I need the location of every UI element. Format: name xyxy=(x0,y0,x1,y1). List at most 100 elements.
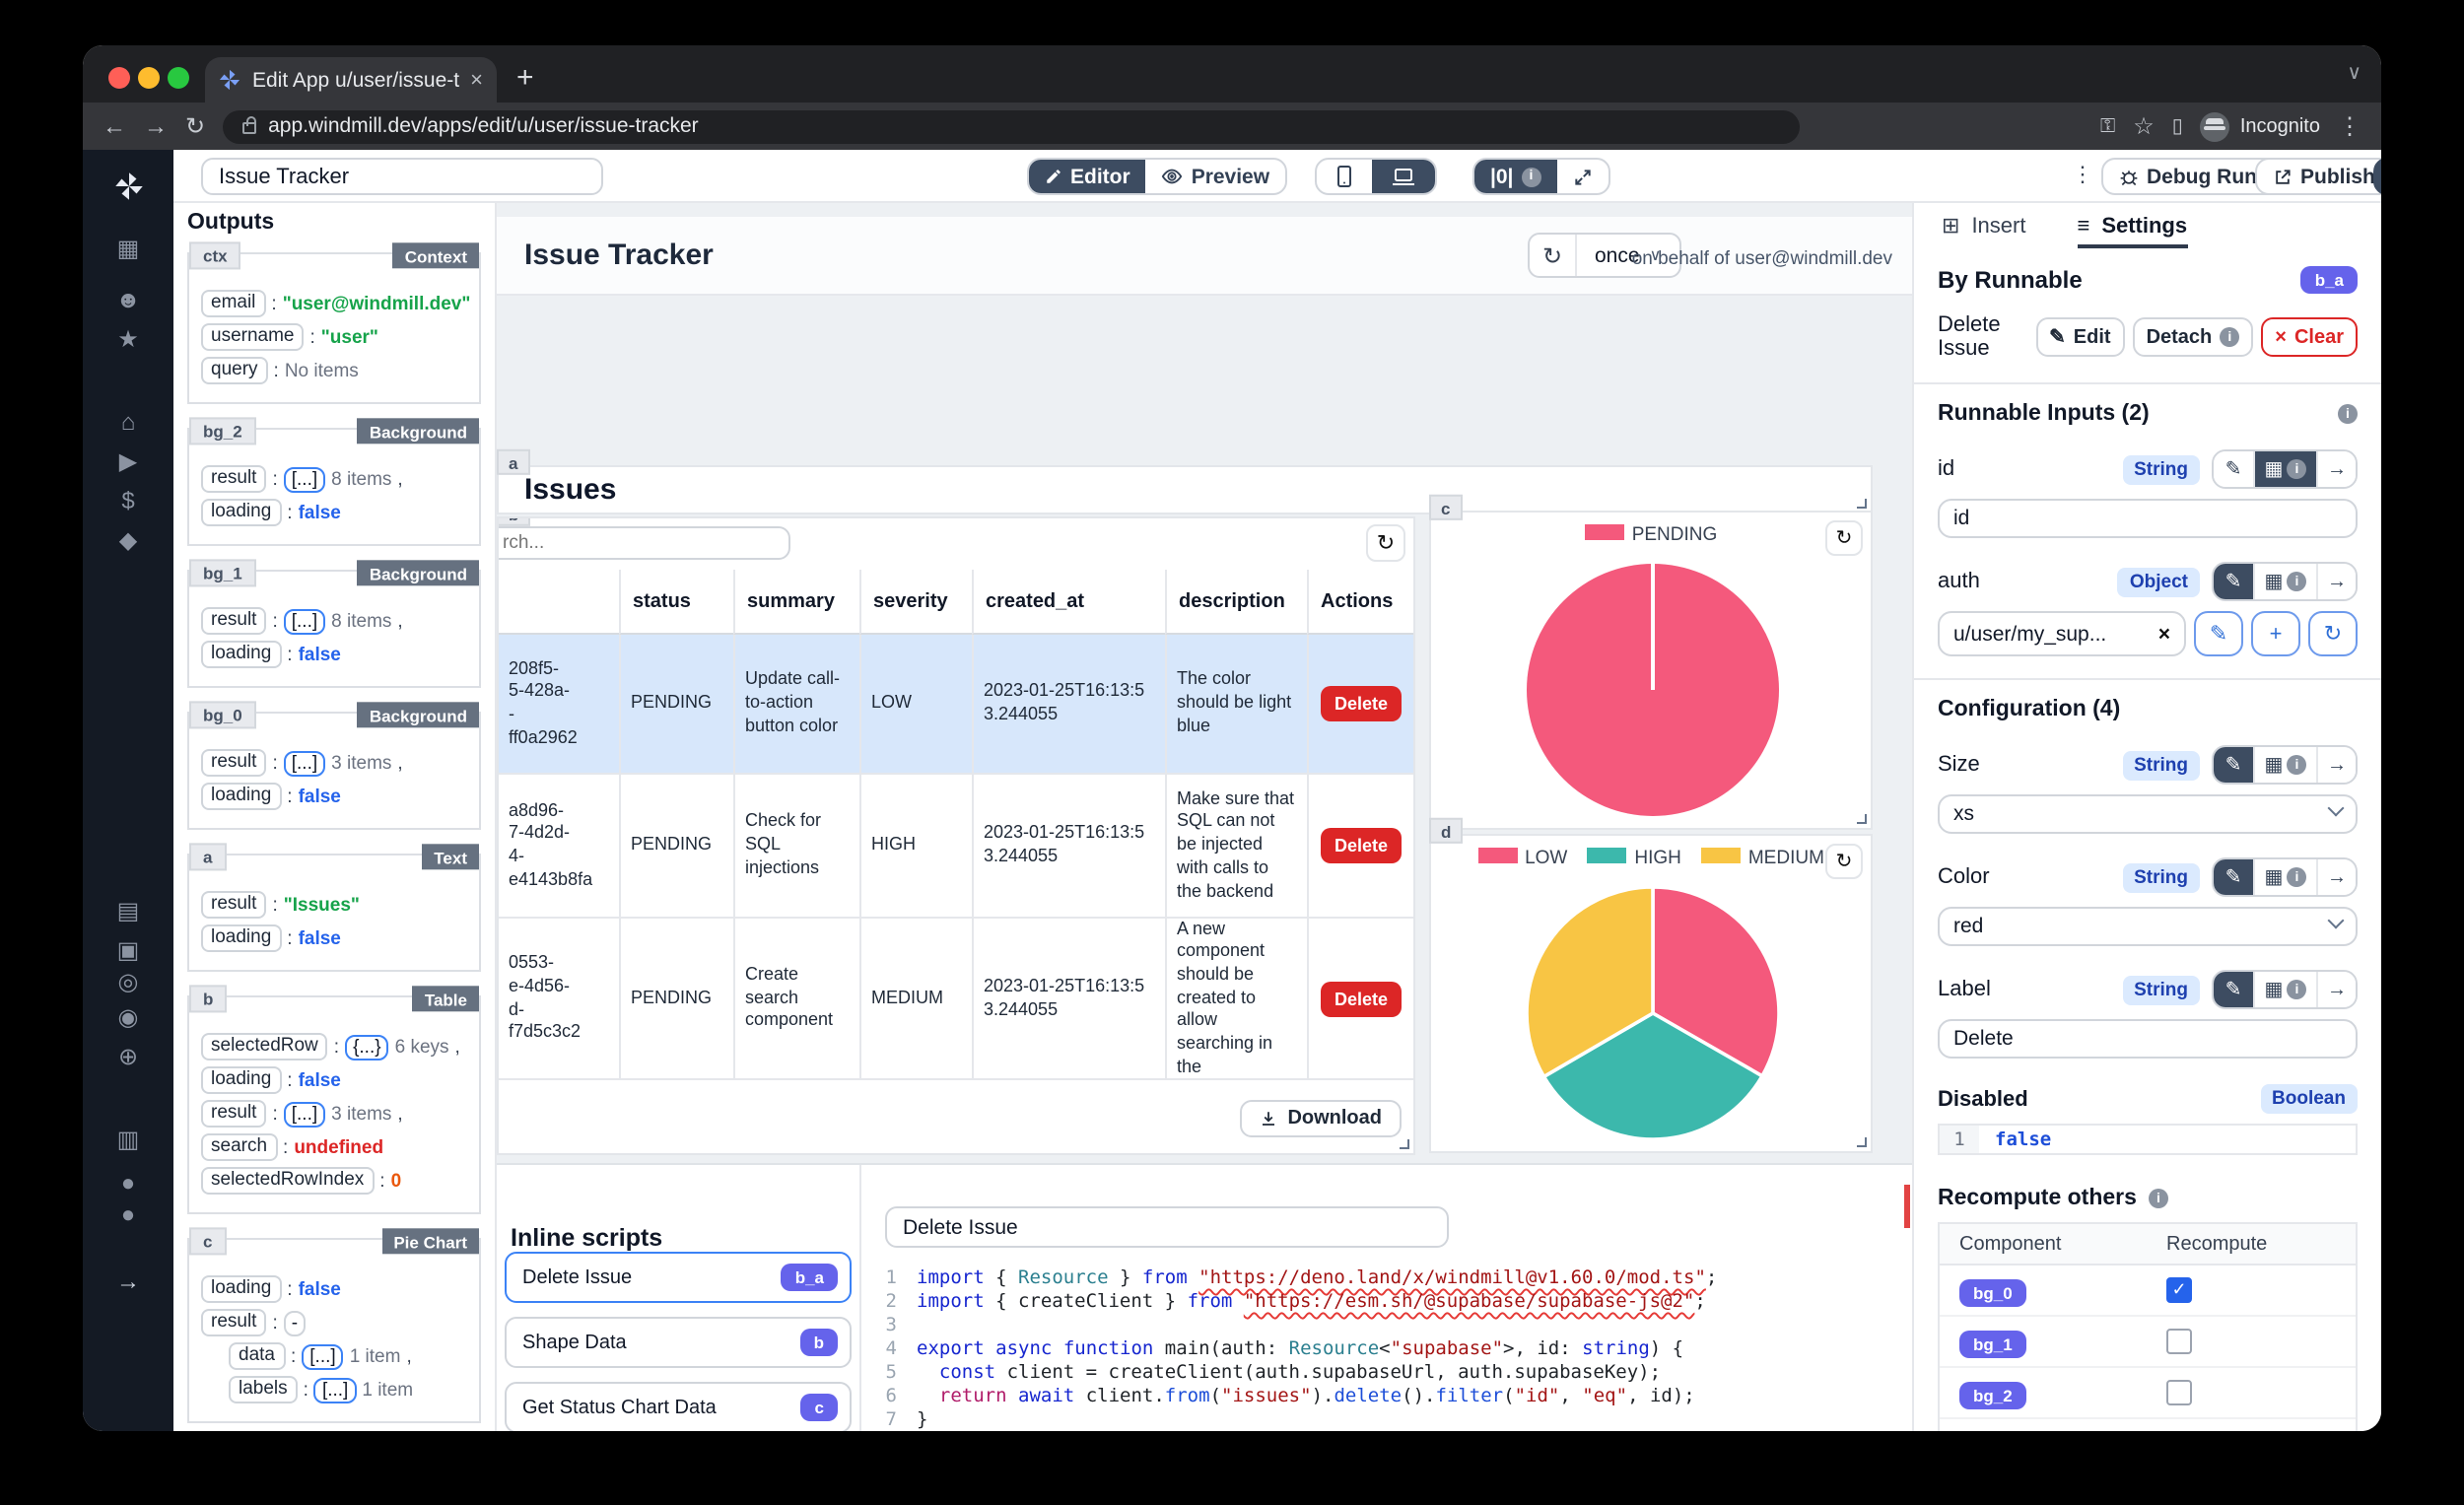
folders-icon[interactable]: ▣ xyxy=(116,936,140,964)
schedules-calendar-icon[interactable]: ▤ xyxy=(116,897,140,924)
eval-arrow-icon[interactable]: → xyxy=(2316,859,2356,895)
output-collapsed-chip[interactable]: - xyxy=(283,1310,307,1335)
output-card[interactable]: bg_2 Background result: [...] 8 items, loadin… xyxy=(187,417,481,546)
disabled-expression-editor[interactable]: 1 false xyxy=(1938,1124,2358,1155)
eval-arrow-icon[interactable]: → xyxy=(2316,972,2356,1007)
connect-grid-icon[interactable]: ▦ i xyxy=(2253,972,2316,1007)
output-key[interactable]: search xyxy=(201,1133,278,1161)
connect-grid-icon[interactable]: ▦ i xyxy=(2253,747,2316,783)
browser-menu-icon[interactable]: ⋮ xyxy=(2338,112,2361,140)
table-row[interactable]: 0553- e-4d56- d-f7d5c3c2 PENDING Create sear… xyxy=(499,919,1413,1080)
password-key-icon[interactable]: ⚿ xyxy=(2100,115,2116,137)
text-component[interactable]: a Issues xyxy=(497,448,1873,514)
legend-item[interactable]: HIGH xyxy=(1587,848,1681,869)
output-key[interactable]: email xyxy=(201,290,266,317)
pie-chart-severity[interactable]: d LOW HIGH MEDIUM ↻ xyxy=(1429,817,1873,1153)
eval-arrow-icon[interactable]: → xyxy=(2316,451,2356,487)
favorites-star-icon[interactable]: ★ xyxy=(117,325,139,353)
pie-slice[interactable] xyxy=(1651,885,1781,1079)
edit-button[interactable]: ✎ Edit xyxy=(2035,317,2125,357)
output-key[interactable]: result xyxy=(201,465,267,493)
eval-arrow-icon[interactable]: → xyxy=(2316,747,2356,783)
inline-script-item[interactable]: Get Status Chart Data c xyxy=(505,1382,852,1431)
table-column-header[interactable]: summary xyxy=(733,570,859,635)
resources-icon[interactable]: ◆ xyxy=(118,526,138,554)
delete-button[interactable]: Delete xyxy=(1320,828,1402,863)
table-column-header[interactable] xyxy=(499,570,619,635)
inline-script-item[interactable]: Shape Data b xyxy=(505,1317,852,1368)
static-pencil-icon[interactable]: ✎ xyxy=(2214,564,2253,599)
clear-resource-icon[interactable]: × xyxy=(2157,622,2170,646)
recompute-checkbox[interactable] xyxy=(2166,1380,2192,1405)
output-key[interactable]: selectedRow xyxy=(201,1033,328,1060)
output-collapsed-chip[interactable]: [...] xyxy=(283,466,326,492)
output-collapsed-chip[interactable]: [...] xyxy=(302,1343,344,1369)
output-key[interactable]: result xyxy=(201,749,267,777)
github-icon[interactable]: ● xyxy=(120,1200,136,1228)
collapse-arrow-icon[interactable]: → xyxy=(116,1267,140,1295)
output-key[interactable]: loading xyxy=(201,641,282,668)
table-column-header[interactable]: status xyxy=(619,570,733,635)
output-key[interactable]: result xyxy=(201,607,267,635)
table-row[interactable]: a8d96- 7-4d2d- 4- e4143b8fa PENDING Check for… xyxy=(499,775,1413,919)
address-field[interactable]: app.windmill.dev/apps/edit/u/user/issue-… xyxy=(223,109,1801,143)
refresh-resource-icon[interactable]: ↻ xyxy=(2308,611,2358,656)
output-key[interactable]: result xyxy=(201,1309,267,1336)
table-column-header[interactable]: Actions xyxy=(1307,570,1413,635)
fullscreen-button[interactable] xyxy=(1556,160,1608,193)
bookmark-star-icon[interactable]: ☆ xyxy=(2133,112,2155,140)
output-card[interactable]: b Table selectedRow: {...} 6 keys, loading: fa… xyxy=(187,985,481,1214)
pie-refresh-icon[interactable]: ↻ xyxy=(1825,520,1863,556)
resize-handle[interactable] xyxy=(1857,499,1867,509)
incognito-chip[interactable]: Incognito xyxy=(2200,111,2320,141)
legend-item[interactable]: MEDIUM xyxy=(1700,848,1824,869)
output-card[interactable]: c Pie Chart loading: false result: - data: [...… xyxy=(187,1227,481,1423)
refresh-icon[interactable]: ↻ xyxy=(1530,235,1577,276)
runs-play-icon[interactable]: ▶ xyxy=(118,447,138,475)
tab-close-icon[interactable]: × xyxy=(470,68,483,92)
output-collapsed-chip[interactable]: [...] xyxy=(283,608,326,634)
output-collapsed-chip[interactable]: [...] xyxy=(313,1377,357,1402)
output-card[interactable]: bg_1 Background result: [...] 8 items, loadin… xyxy=(187,559,481,688)
static-pencil-icon[interactable]: ✎ xyxy=(2214,859,2253,895)
size-select[interactable] xyxy=(1938,794,2358,834)
detach-button[interactable]: Detach i xyxy=(2132,317,2254,357)
tab-settings[interactable]: ≡ Settings xyxy=(2077,203,2188,248)
connect-grid-icon[interactable]: ▦ i xyxy=(2253,451,2316,487)
output-key[interactable]: result xyxy=(201,1100,267,1128)
browser-tab[interactable]: Edit App u/user/issue-tracker | × xyxy=(205,57,497,103)
recompute-checkbox[interactable]: ✓ xyxy=(2166,1277,2192,1303)
schedule-dropdown[interactable]: once ∨ xyxy=(1595,243,1662,267)
workers-globe-icon[interactable]: ⊕ xyxy=(117,1043,139,1070)
pie-chart-status[interactable]: c PENDING ↻ xyxy=(1429,494,1873,830)
docs-book-icon[interactable]: ▥ xyxy=(116,1126,140,1153)
resize-handle[interactable] xyxy=(1400,1139,1409,1149)
output-key[interactable]: selectedRowIndex xyxy=(201,1167,375,1195)
side-panel-icon[interactable]: ▯ xyxy=(2171,115,2183,137)
user-icon[interactable]: ☻ xyxy=(115,286,141,313)
tab-search-chevron-icon[interactable]: ∨ xyxy=(2347,63,2361,85)
output-card[interactable]: ctx Context email: "user@windmill.dev" usern… xyxy=(187,241,481,404)
new-tab-icon[interactable]: + xyxy=(516,61,534,95)
variables-dollar-icon[interactable]: $ xyxy=(121,487,135,514)
publish-button[interactable]: Publish xyxy=(2255,158,2381,195)
output-key[interactable]: loading xyxy=(201,1066,282,1094)
output-collapsed-chip[interactable]: {...} xyxy=(345,1034,389,1060)
id-value-input[interactable] xyxy=(1938,499,2358,538)
reload-icon[interactable]: ↻ xyxy=(185,112,206,140)
debug-runs-button[interactable]: Debug Runs xyxy=(2101,158,2287,195)
color-select[interactable] xyxy=(1938,907,2358,946)
maximize-window-button[interactable] xyxy=(168,67,189,89)
output-collapsed-chip[interactable]: [...] xyxy=(283,1101,326,1127)
groups-icon[interactable]: ◎ xyxy=(117,968,139,995)
output-key[interactable]: query xyxy=(201,357,268,384)
table-column-header[interactable]: description xyxy=(1165,570,1307,635)
output-card[interactable]: bg_0 Background result: [...] 3 items, loadin… xyxy=(187,701,481,830)
eval-arrow-icon[interactable]: → xyxy=(2316,564,2356,599)
apps-grid-icon[interactable]: ▦ xyxy=(116,235,140,262)
recompute-checkbox[interactable] xyxy=(2166,1329,2192,1354)
output-key[interactable]: loading xyxy=(201,1275,282,1303)
output-key[interactable]: result xyxy=(201,891,267,919)
table-row[interactable]: 208f5- 5-428a- - ff0a2962 PENDING Update call… xyxy=(499,635,1413,775)
output-key[interactable]: username xyxy=(201,323,305,351)
